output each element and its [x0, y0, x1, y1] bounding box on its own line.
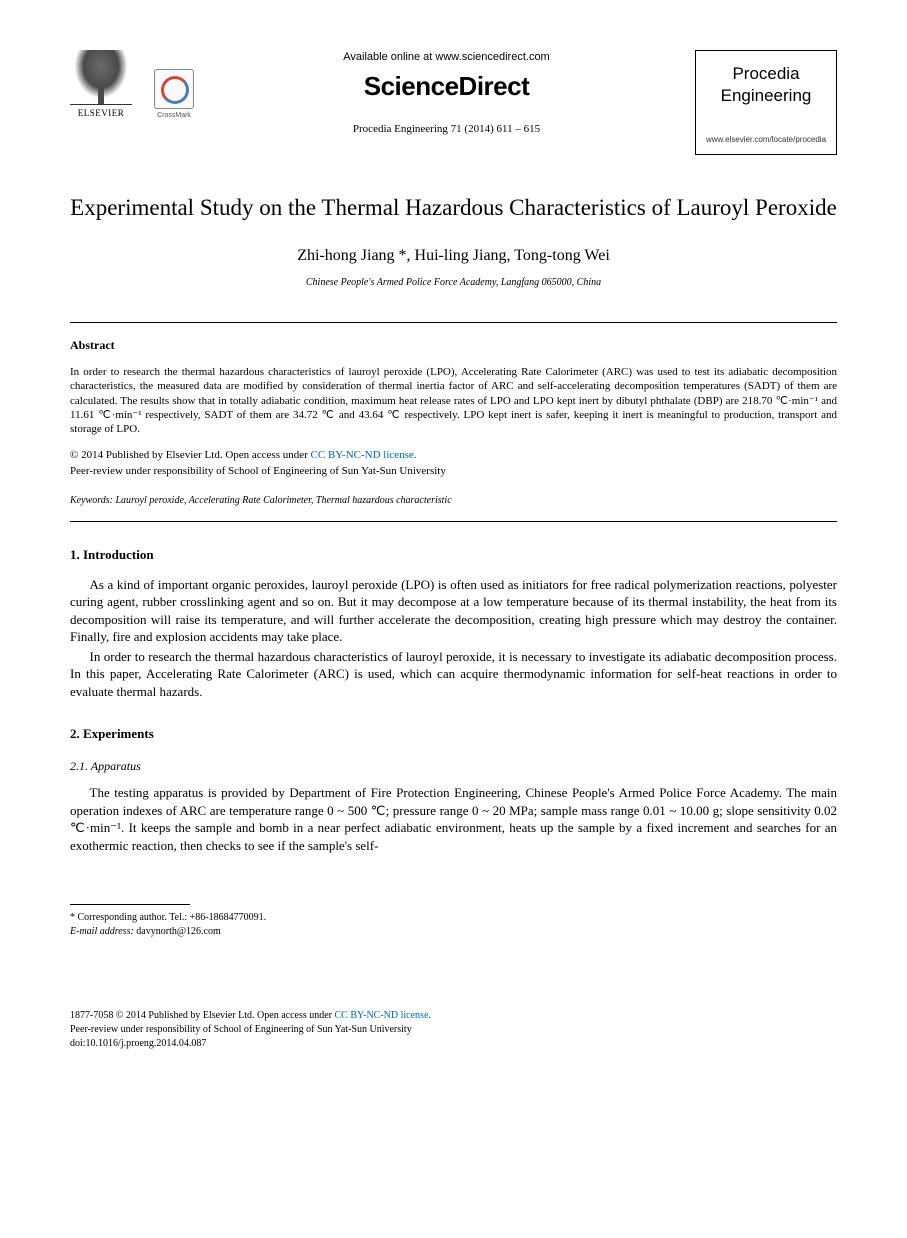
copyright-block: © 2014 Published by Elsevier Ltd. Open a…	[70, 447, 837, 480]
header-left: ELSEVIER CrossMark	[70, 50, 198, 120]
crossmark-icon	[154, 69, 194, 109]
apparatus-para-1: The testing apparatus is provided by Dep…	[70, 784, 837, 854]
footer-peer-review: Peer-review under responsibility of Scho…	[70, 1023, 837, 1037]
crossmark-label: CrossMark	[150, 111, 198, 120]
header-center: Available online at www.sciencedirect.co…	[198, 50, 695, 137]
sciencedirect-brand: ScienceDirect	[218, 69, 675, 104]
copyright-line1-prefix: © 2014 Published by Elsevier Ltd.	[70, 449, 225, 461]
intro-para-2: In order to research the thermal hazardo…	[70, 648, 837, 701]
available-online-text: Available online at www.sciencedirect.co…	[218, 50, 675, 65]
footer-open-access: Open access under	[257, 1010, 334, 1021]
affiliation: Chinese People's Armed Police Force Acad…	[70, 276, 837, 290]
cc-license-link[interactable]: CC BY-NC-ND license.	[311, 449, 417, 461]
footnote-block: * Corresponding author. Tel.: +86-186847…	[70, 911, 837, 939]
journal-name: Procedia Engineering	[704, 63, 828, 107]
page-footer: 1877-7058 © 2014 Published by Elsevier L…	[70, 1009, 837, 1051]
journal-name-line1: Procedia	[732, 64, 799, 83]
journal-url: www.elsevier.com/locate/procedia	[704, 135, 828, 146]
footnote-divider	[70, 904, 190, 905]
email-label: E-mail address:	[70, 926, 134, 937]
page-header: ELSEVIER CrossMark Available online at w…	[70, 50, 837, 155]
journal-name-line2: Engineering	[721, 86, 812, 105]
citation-line: Procedia Engineering 71 (2014) 611 – 615	[218, 122, 675, 137]
section-intro-heading: 1. Introduction	[70, 546, 837, 564]
intro-para-1: As a kind of important organic peroxides…	[70, 576, 837, 646]
elsevier-logo: ELSEVIER	[70, 50, 132, 120]
keywords-line: Keywords: Lauroyl peroxide, Accelerating…	[70, 494, 837, 508]
abstract-text: In order to research the thermal hazardo…	[70, 365, 837, 436]
divider-after-keywords	[70, 521, 837, 522]
footer-cc-link[interactable]: CC BY-NC-ND license.	[335, 1010, 431, 1021]
subsection-apparatus-heading: 2.1. Apparatus	[70, 758, 837, 774]
keywords-text: : Lauroyl peroxide, Accelerating Rate Ca…	[110, 495, 452, 506]
divider-top	[70, 322, 837, 323]
peer-review-line: Peer-review under responsibility of Scho…	[70, 465, 446, 477]
article-title: Experimental Study on the Thermal Hazard…	[70, 193, 837, 223]
email-address: davynorth@126.com	[134, 926, 221, 937]
journal-box: Procedia Engineering www.elsevier.com/lo…	[695, 50, 837, 155]
crossmark-badge[interactable]: CrossMark	[150, 69, 198, 120]
footer-issn-prefix: 1877-7058 © 2014 Published by Elsevier L…	[70, 1010, 257, 1021]
keywords-label: Keywords	[70, 495, 110, 506]
authors-line: Zhi-hong Jiang *, Hui-ling Jiang, Tong-t…	[70, 245, 837, 267]
elsevier-tree-icon	[70, 50, 132, 105]
open-access-text: Open access under	[225, 449, 310, 461]
section-experiments-heading: 2. Experiments	[70, 725, 837, 743]
elsevier-label: ELSEVIER	[70, 107, 132, 119]
abstract-heading: Abstract	[70, 337, 837, 353]
footer-doi: doi:10.1016/j.proeng.2014.04.087	[70, 1037, 837, 1051]
corresponding-author: * Corresponding author. Tel.: +86-186847…	[70, 911, 837, 925]
